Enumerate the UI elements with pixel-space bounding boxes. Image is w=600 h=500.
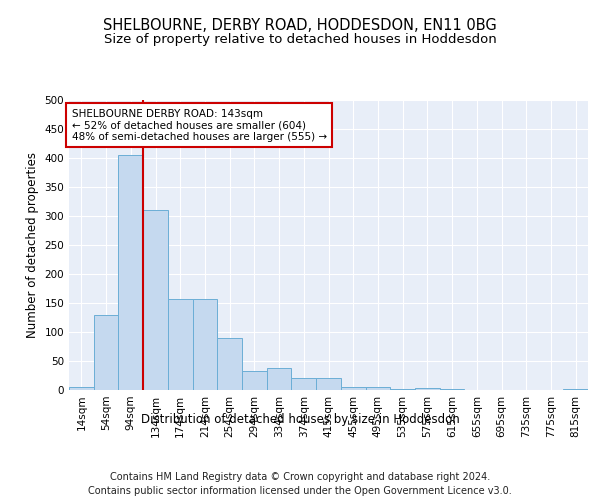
Bar bbox=[316, 378, 341, 390]
Text: Contains HM Land Registry data © Crown copyright and database right 2024.: Contains HM Land Registry data © Crown c… bbox=[110, 472, 490, 482]
Bar bbox=[341, 387, 365, 390]
Bar bbox=[193, 299, 217, 390]
Bar bbox=[94, 314, 118, 390]
Bar bbox=[292, 378, 316, 390]
Bar bbox=[69, 387, 94, 390]
Bar bbox=[118, 155, 143, 390]
Text: Size of property relative to detached houses in Hoddesdon: Size of property relative to detached ho… bbox=[104, 32, 496, 46]
Text: SHELBOURNE DERBY ROAD: 143sqm
← 52% of detached houses are smaller (604)
48% of : SHELBOURNE DERBY ROAD: 143sqm ← 52% of d… bbox=[71, 108, 327, 142]
Text: SHELBOURNE, DERBY ROAD, HODDESDON, EN11 0BG: SHELBOURNE, DERBY ROAD, HODDESDON, EN11 … bbox=[103, 18, 497, 32]
Y-axis label: Number of detached properties: Number of detached properties bbox=[26, 152, 39, 338]
Bar bbox=[365, 387, 390, 390]
Bar bbox=[267, 368, 292, 390]
Text: Distribution of detached houses by size in Hoddesdon: Distribution of detached houses by size … bbox=[140, 412, 460, 426]
Bar bbox=[217, 338, 242, 390]
Bar bbox=[415, 388, 440, 390]
Bar bbox=[242, 371, 267, 390]
Bar bbox=[168, 299, 193, 390]
Text: Contains public sector information licensed under the Open Government Licence v3: Contains public sector information licen… bbox=[88, 486, 512, 496]
Bar bbox=[143, 210, 168, 390]
